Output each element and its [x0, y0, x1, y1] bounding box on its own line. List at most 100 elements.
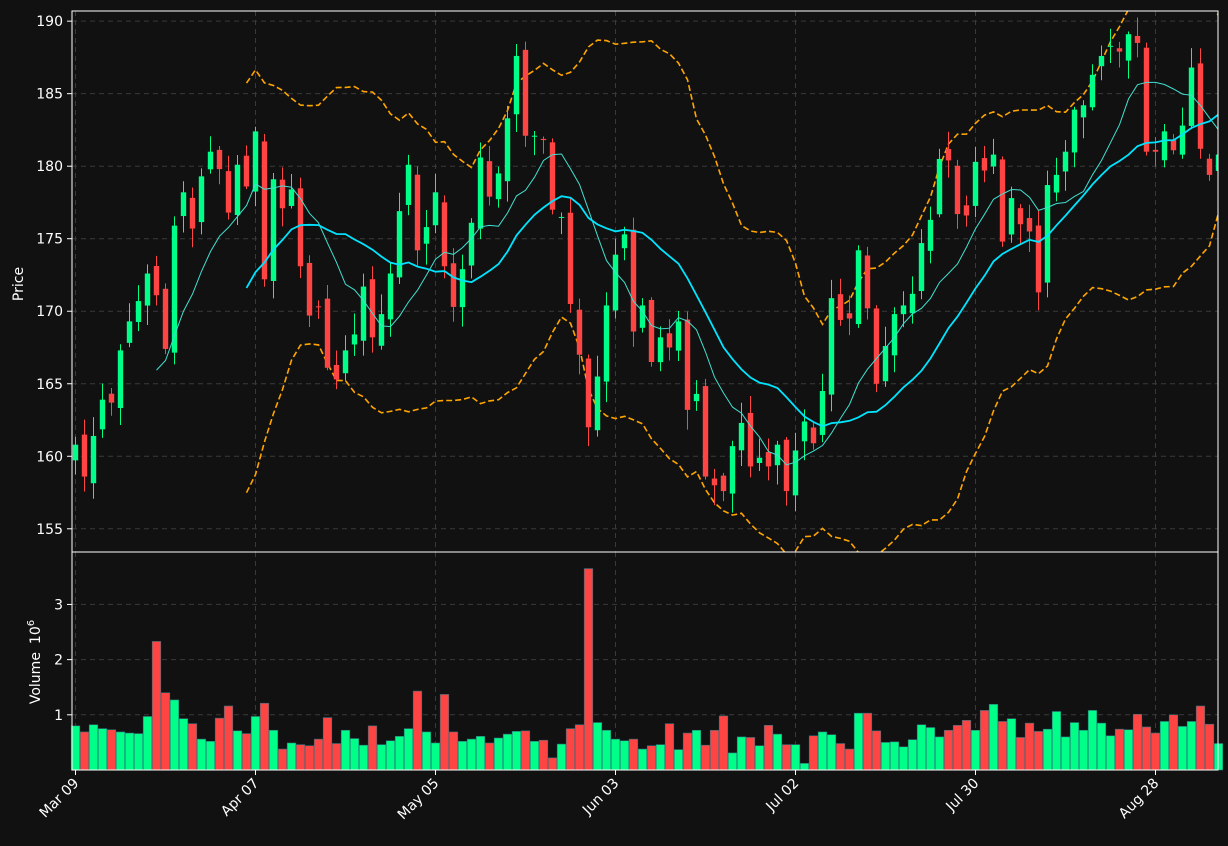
candle-body	[792, 450, 799, 496]
volume-bar	[547, 757, 558, 771]
volume-bar	[223, 705, 234, 771]
candle-body	[396, 211, 403, 278]
volume-bar	[826, 734, 837, 771]
candle-body	[1134, 35, 1141, 43]
candle-body	[252, 131, 259, 192]
volume-bar	[628, 738, 639, 771]
candle-body	[1017, 208, 1024, 225]
volume-bar	[430, 742, 441, 771]
volume-bar	[484, 742, 495, 771]
candle-body	[1179, 125, 1186, 155]
volume-bar	[340, 729, 351, 771]
volume-bar	[781, 744, 792, 771]
candle-body	[621, 234, 628, 249]
candle-body	[360, 286, 367, 341]
volume-bar	[898, 746, 909, 771]
candle-body	[99, 399, 106, 430]
candle-body	[108, 393, 115, 403]
candle-body	[162, 288, 169, 349]
volume-bar	[178, 718, 189, 771]
volume-bar	[196, 738, 207, 771]
volume-bar	[853, 712, 864, 771]
candle-body	[1215, 154, 1218, 171]
candle-body	[657, 337, 664, 363]
candle-body	[459, 269, 466, 308]
ma-fast-line	[156, 81, 1218, 466]
candle-body	[990, 154, 997, 167]
volume-bar	[574, 724, 585, 771]
volume-bar	[646, 745, 657, 771]
volume-bar	[322, 717, 333, 771]
volume-bar	[277, 748, 288, 771]
price-candles	[72, 17, 1218, 513]
price-axis-label: Price	[11, 267, 27, 301]
price-y-tick-label: 175	[36, 232, 63, 248]
volume-bar	[835, 743, 846, 771]
volume-bar	[376, 744, 387, 771]
candle-body	[1107, 45, 1114, 47]
candle-body	[738, 422, 745, 451]
volume-bar	[151, 641, 162, 771]
candle-body	[486, 161, 493, 197]
candle-body	[369, 279, 376, 338]
volume-bar	[1087, 710, 1098, 771]
volume-bar	[745, 737, 756, 771]
volume-y-tick-label: 2	[54, 653, 63, 669]
candle-body	[522, 49, 529, 136]
price-y-tick-label: 170	[36, 304, 63, 320]
price-y-tick-label: 165	[36, 377, 63, 393]
candle-body	[819, 391, 826, 435]
volume-y-tick-label: 3	[54, 597, 63, 613]
volume-bar	[1096, 722, 1107, 771]
candle-body	[729, 446, 736, 494]
candle-body	[891, 314, 898, 356]
volume-bar	[349, 738, 360, 771]
volume-bar	[475, 736, 486, 771]
volume-bar	[1069, 722, 1080, 771]
volume-bar	[232, 730, 243, 771]
candle-body	[234, 164, 241, 215]
volume-bar	[565, 728, 576, 771]
candle-body	[648, 299, 655, 362]
volume-bar	[979, 710, 990, 771]
volume-bar	[1177, 726, 1188, 771]
candle-body	[972, 161, 979, 206]
volume-bar	[862, 712, 873, 771]
candle-body	[315, 306, 322, 308]
candle-body	[576, 309, 583, 355]
candle-body	[207, 151, 214, 170]
candle-body	[747, 412, 754, 467]
candle-body	[531, 135, 538, 137]
candle-body	[90, 435, 97, 484]
candle-body	[837, 294, 844, 320]
candle-body	[882, 346, 889, 382]
volume-bar	[808, 735, 819, 771]
volume-bar	[1006, 718, 1017, 771]
volume-y-axis: 1 2 3	[54, 597, 72, 724]
volume-bar	[637, 748, 648, 771]
volume-bar	[97, 728, 108, 771]
volume-bar	[871, 730, 882, 771]
volume-bar	[142, 716, 153, 771]
candle-body	[270, 179, 277, 281]
candle-body	[477, 157, 484, 229]
candle-body	[342, 350, 349, 374]
volume-bar	[448, 731, 459, 771]
candle-body	[864, 255, 871, 309]
volume-bar	[1123, 729, 1134, 771]
candle-body	[1080, 105, 1087, 118]
candle-body	[261, 141, 268, 280]
candle-body	[558, 216, 565, 218]
candle-body	[126, 321, 133, 343]
candle-body	[981, 158, 988, 171]
volume-bar	[106, 729, 117, 771]
volume-bar	[124, 732, 135, 771]
volume-bar	[655, 744, 666, 771]
candle-body	[225, 171, 232, 213]
candle-body	[846, 313, 853, 319]
candle-body	[909, 293, 916, 314]
volume-bar	[1051, 711, 1062, 771]
candle-body	[540, 138, 547, 141]
volume-bar	[304, 745, 315, 771]
upper-band-line	[245, 11, 1218, 326]
